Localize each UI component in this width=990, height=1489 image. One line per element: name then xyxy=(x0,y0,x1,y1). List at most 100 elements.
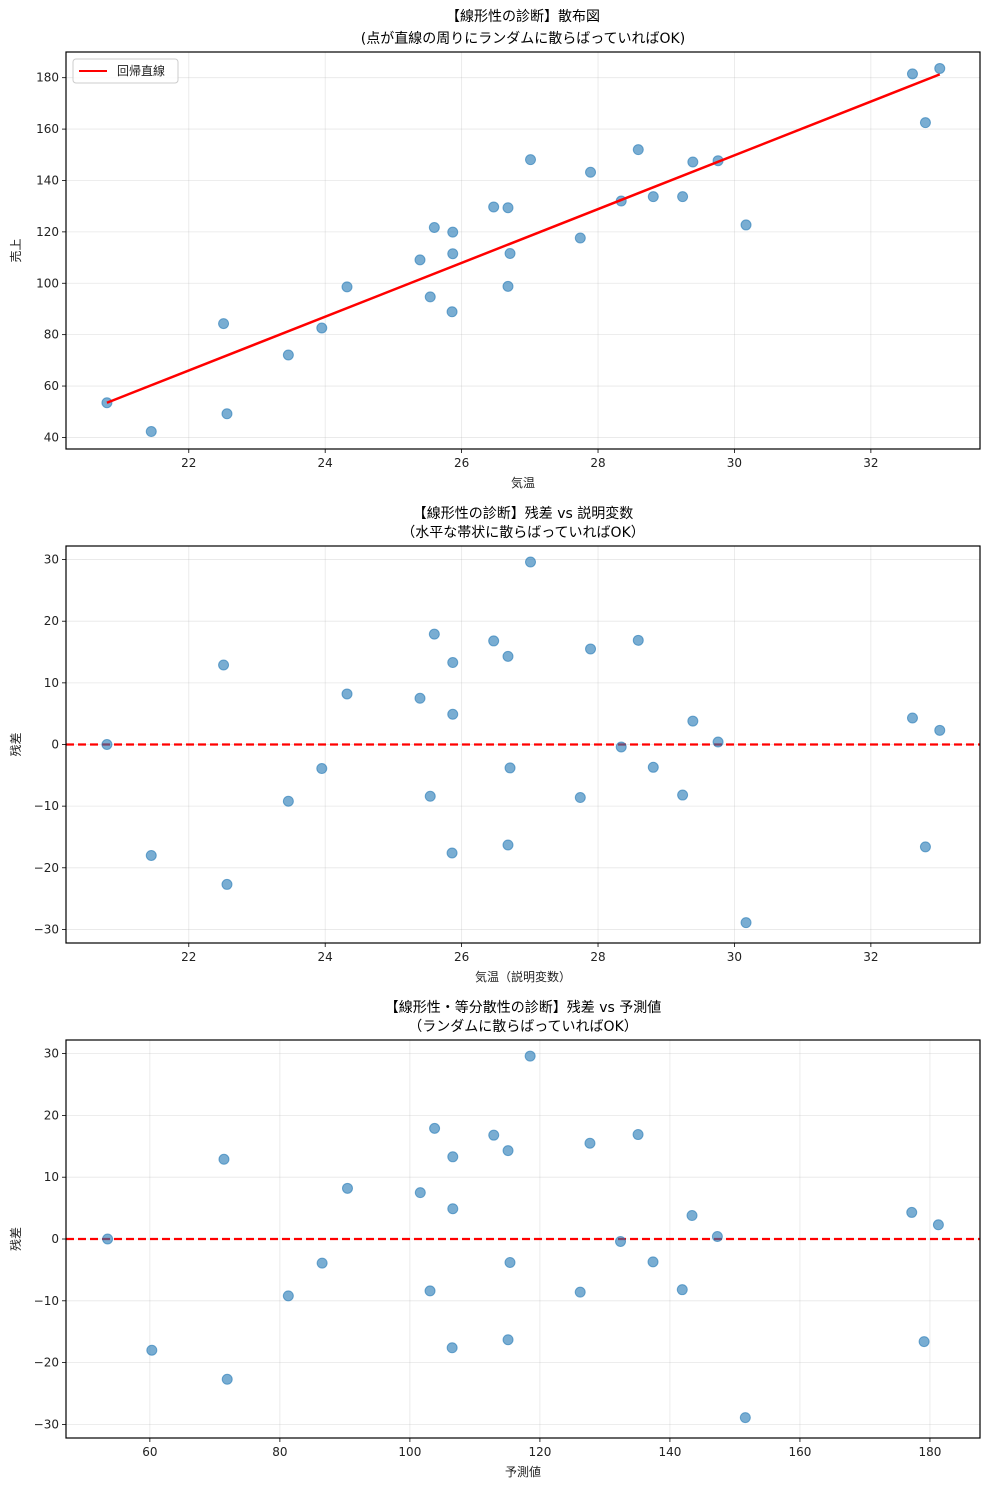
x-tick-label: 32 xyxy=(863,950,878,964)
x-tick-label: 24 xyxy=(318,950,333,964)
data-point xyxy=(919,117,931,129)
x-axis: 22 24 26 28 30 32 xyxy=(181,449,879,470)
data-point xyxy=(574,792,586,804)
x-tick-label: 30 xyxy=(727,456,742,470)
y-axis: −30 −20 −10 0 10 20 30 xyxy=(34,1047,66,1431)
data-point xyxy=(918,1336,930,1348)
data-point xyxy=(632,634,644,646)
data-point xyxy=(447,1151,459,1163)
x-axis-label: 気温（説明変数） xyxy=(475,969,571,984)
data-point xyxy=(934,62,946,74)
data-point xyxy=(446,1342,458,1354)
data-point xyxy=(525,154,537,166)
data-point xyxy=(919,841,931,853)
data-point xyxy=(218,318,230,330)
axes-frame xyxy=(65,51,981,450)
data-point xyxy=(906,712,918,724)
y-tick-label: 60 xyxy=(44,379,59,393)
data-point xyxy=(218,1153,230,1165)
data-point xyxy=(145,426,157,438)
data-point xyxy=(934,724,946,736)
x-axis: 60 80 100 120 140 160 180 xyxy=(142,1438,941,1459)
data-point xyxy=(647,191,659,203)
data-point xyxy=(218,659,230,671)
legend: 回帰直線 xyxy=(72,58,179,84)
y-tick-label: 20 xyxy=(44,1108,59,1122)
residual-vs-explanatory-panel: 【線形性の診断】残差 vs 説明変数 （水平な帯状に散らばっていればOK） 22… xyxy=(9,505,981,984)
y-tick-label: 10 xyxy=(44,676,59,690)
data-point xyxy=(341,281,353,293)
chart-title: 【線形性の診断】残差 vs 説明変数 xyxy=(413,505,633,522)
chart-subtitle: （水平な帯状に散らばっていればOK） xyxy=(401,525,645,541)
data-point xyxy=(584,1137,596,1149)
chart-title: 【線形性・等分散性の診断】残差 vs 予測値 xyxy=(385,999,661,1016)
x-tick-label: 28 xyxy=(590,950,605,964)
data-point xyxy=(316,763,328,775)
y-axis-label: 残差 xyxy=(9,732,23,756)
data-point xyxy=(906,68,918,80)
residual-vs-predicted-panel: 【線形性・等分散性の診断】残差 vs 予測値 （ランダムに散らばっていればOK）… xyxy=(9,999,981,1479)
data-point xyxy=(504,247,516,259)
chart-subtitle: (点が直線の周りにランダムに散らばっていればOK) xyxy=(361,30,685,47)
data-point xyxy=(341,688,353,700)
data-point xyxy=(102,1233,114,1245)
y-tick-label: 30 xyxy=(44,553,59,567)
data-point xyxy=(502,839,514,851)
data-point xyxy=(677,191,689,203)
y-tick-label: 40 xyxy=(44,430,59,444)
data-point xyxy=(446,306,458,318)
data-point xyxy=(414,692,426,704)
x-axis: 22 24 26 28 30 32 xyxy=(181,943,879,964)
data-point xyxy=(615,1235,627,1247)
grid xyxy=(66,1040,980,1438)
chart-title: 【線形性の診断】散布図 xyxy=(446,9,600,25)
x-tick-label: 140 xyxy=(658,1445,681,1459)
marks xyxy=(101,62,946,438)
data-point xyxy=(632,144,644,156)
regression-line xyxy=(106,73,941,404)
data-point xyxy=(414,1187,426,1199)
data-point xyxy=(585,166,597,178)
data-point xyxy=(676,1284,688,1296)
x-axis-label: 気温 xyxy=(511,475,535,490)
y-tick-label: 180 xyxy=(36,71,59,85)
x-tick-label: 100 xyxy=(398,1445,421,1459)
data-point xyxy=(585,643,597,655)
y-tick-label: 30 xyxy=(44,1047,59,1061)
data-point xyxy=(221,878,233,890)
data-point xyxy=(316,322,328,334)
data-point xyxy=(488,201,500,213)
x-tick-label: 120 xyxy=(528,1445,551,1459)
data-point xyxy=(502,650,514,662)
scatter-plot-panel: 【線形性の診断】散布図 (点が直線の周りにランダムに散らばっていればOK) 22… xyxy=(8,9,981,490)
y-axis-label: 売上 xyxy=(8,238,23,262)
y-tick-label: 20 xyxy=(44,614,59,628)
marks xyxy=(66,556,980,929)
x-tick-label: 22 xyxy=(181,456,196,470)
legend-label: 回帰直線 xyxy=(117,63,165,78)
x-tick-label: 22 xyxy=(181,950,196,964)
data-point xyxy=(687,156,699,168)
data-point xyxy=(447,657,459,669)
y-axis: −30 −20 −10 0 10 20 30 xyxy=(34,553,66,936)
x-tick-label: 26 xyxy=(454,950,469,964)
data-point xyxy=(524,1050,536,1062)
data-point xyxy=(428,222,440,234)
y-tick-label: 100 xyxy=(36,276,59,290)
data-point xyxy=(101,739,113,750)
x-tick-label: 32 xyxy=(863,456,878,470)
y-tick-label: 140 xyxy=(36,173,59,187)
data-point xyxy=(615,741,627,753)
y-tick-label: −20 xyxy=(34,861,59,875)
data-point xyxy=(711,1231,723,1243)
data-point xyxy=(447,708,459,720)
data-point xyxy=(740,219,752,231)
data-point xyxy=(221,408,233,420)
data-point xyxy=(488,635,500,647)
y-tick-label: 80 xyxy=(44,328,59,342)
data-point xyxy=(488,1129,500,1141)
x-tick-label: 180 xyxy=(918,1445,941,1459)
data-point xyxy=(739,1412,751,1424)
data-point xyxy=(447,226,459,238)
